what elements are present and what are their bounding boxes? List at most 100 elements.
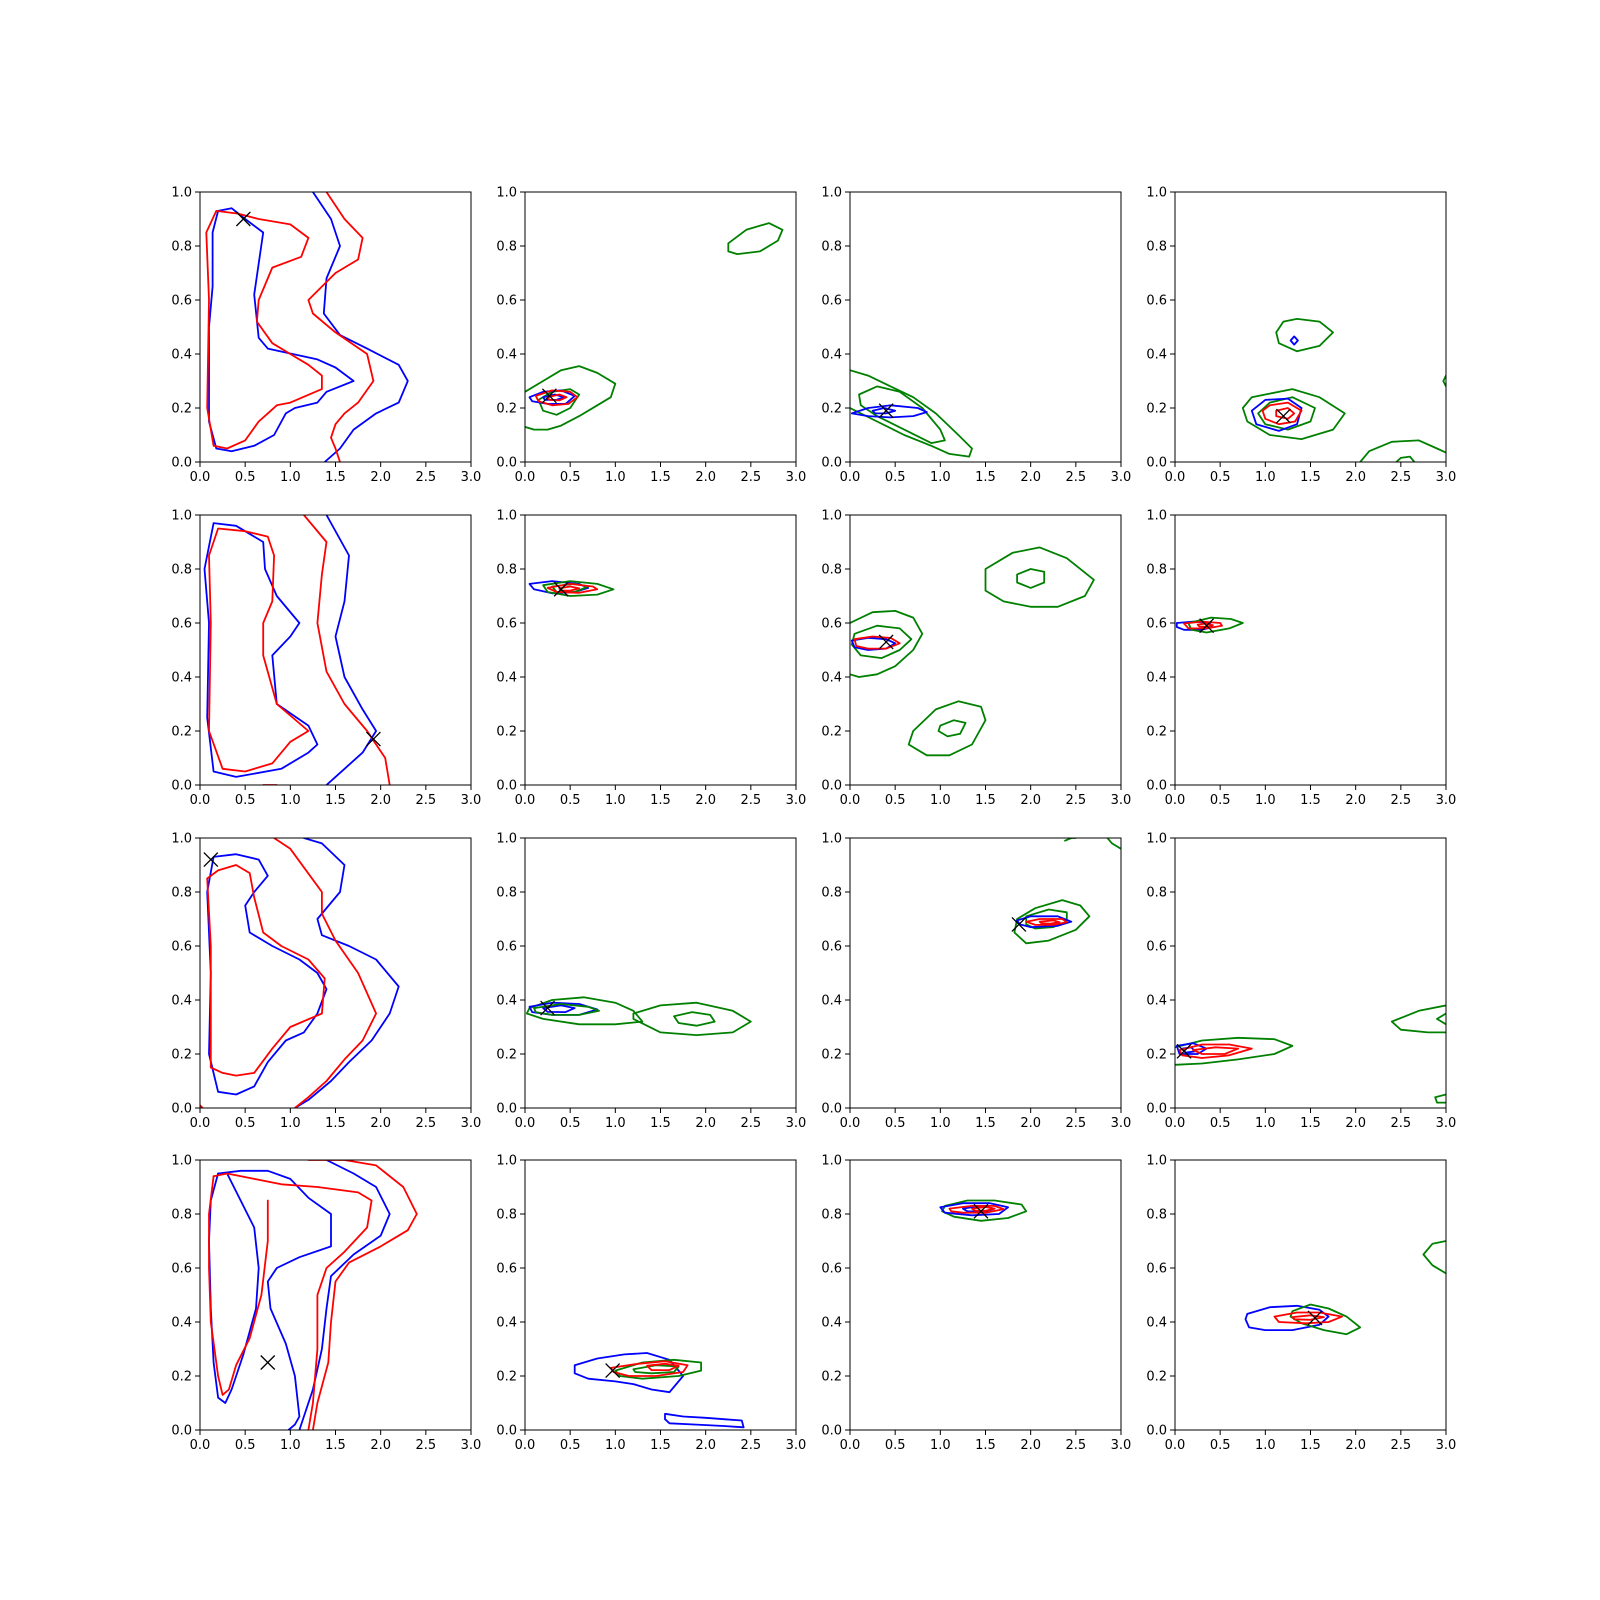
x-tick-label: 3.0 — [461, 793, 482, 808]
y-tick-label: 0.8 — [821, 1208, 842, 1223]
x-tick-label: 2.0 — [1020, 1116, 1041, 1131]
y-tick-label: 0.6 — [1146, 1262, 1167, 1277]
y-tick-label: 0.6 — [821, 617, 842, 632]
green-contour-line — [1187, 616, 1244, 634]
x-tick-label: 1.5 — [325, 1438, 346, 1453]
green-contour-line — [525, 996, 644, 1026]
y-tick-label: 0.2 — [1146, 1370, 1167, 1385]
plot-area — [525, 996, 752, 1036]
red-contour-line — [1275, 407, 1296, 420]
x-tick-label: 1.0 — [605, 1438, 626, 1453]
red-contour-line — [1192, 1046, 1240, 1055]
y-tick-label: 0.8 — [496, 563, 517, 578]
x-marker-stroke — [260, 1355, 276, 1370]
y-tick-label: 0.8 — [171, 1208, 192, 1223]
x-tick-label: 2.5 — [1390, 470, 1411, 485]
axes-frame — [199, 514, 472, 786]
blue-contour-line — [1016, 915, 1073, 928]
y-tick-label: 0.8 — [821, 886, 842, 901]
x-tick-label: 1.5 — [975, 793, 996, 808]
x-tick-label: 0.5 — [1210, 470, 1231, 485]
blue-contour-line — [298, 1160, 391, 1430]
x-tick-label: 1.0 — [930, 1116, 951, 1131]
subplot-1-2: 0.0 0.5 1.0 1.5 2.0 2.5 3.0 0.0 0.2 0.4 0.6 0.8 1.0 — [496, 186, 806, 486]
x-tick-label: 3.0 — [461, 1438, 482, 1453]
blue-contour-line — [1244, 1304, 1330, 1331]
x-tick-label: 0.0 — [1165, 470, 1186, 485]
axes-frame — [524, 837, 797, 1109]
x-marker — [365, 731, 381, 747]
green-contour-line — [1241, 388, 1346, 441]
green-contour-line — [850, 369, 973, 458]
y-tick-label: 1.0 — [171, 832, 192, 847]
red-contour-line — [206, 864, 326, 1077]
x-marker-stroke — [973, 1203, 989, 1219]
x-tick-label: 0.0 — [840, 470, 861, 485]
x-tick-label: 3.0 — [461, 470, 482, 485]
x-tick-label: 2.5 — [1390, 1116, 1411, 1131]
y-tick-label: 0.2 — [821, 402, 842, 417]
subplot-2-4: 0.0 0.5 1.0 1.5 2.0 2.5 3.0 0.0 0.2 0.4 0.6 0.8 1.0 — [1146, 509, 1456, 809]
green-contour-line — [533, 1003, 600, 1016]
y-tick-label: 0.0 — [496, 456, 517, 471]
y-tick-label: 0.0 — [821, 779, 842, 794]
subplot-4-1: 0.0 0.5 1.0 1.5 2.0 2.5 3.0 0.0 0.2 0.4 0.6 0.8 1.0 — [171, 1154, 481, 1454]
plot-area — [573, 1352, 745, 1429]
x-marker — [878, 634, 894, 650]
x-marker-stroke — [878, 403, 894, 419]
blue-contour-line — [850, 404, 928, 419]
x-tick-label: 1.0 — [1255, 470, 1276, 485]
y-tick-label: 0.0 — [496, 1102, 517, 1117]
x-tick-label: 1.5 — [325, 793, 346, 808]
x-marker — [260, 1355, 276, 1370]
x-marker — [235, 211, 251, 227]
y-tick-label: 0.6 — [496, 940, 517, 955]
red-contour-line — [1038, 919, 1061, 925]
axes-frame — [849, 514, 1122, 786]
y-tick-label: 0.8 — [496, 886, 517, 901]
x-marker-stroke — [1011, 916, 1027, 932]
y-tick-label: 0.0 — [496, 1424, 517, 1439]
y-tick-label: 0.0 — [821, 456, 842, 471]
green-contour-line — [1013, 899, 1091, 945]
green-contour-line — [907, 700, 987, 757]
y-tick-label: 0.6 — [171, 617, 192, 632]
x-tick-label: 3.0 — [786, 1438, 807, 1453]
blue-contour-line — [203, 522, 319, 778]
x-tick-label: 0.5 — [1210, 1116, 1231, 1131]
blue-contour-line — [208, 207, 355, 453]
x-tick-label: 3.0 — [1436, 1116, 1457, 1131]
x-marker-stroke — [605, 1363, 621, 1379]
y-tick-label: 0.4 — [171, 348, 192, 363]
y-tick-label: 0.6 — [496, 617, 517, 632]
axes-frame — [524, 191, 797, 463]
x-marker-stroke — [541, 388, 557, 404]
y-tick-label: 0.2 — [171, 402, 192, 417]
x-tick-label: 1.0 — [280, 470, 301, 485]
axes-frame — [849, 837, 1122, 1109]
y-tick-label: 0.4 — [171, 671, 192, 686]
x-tick-label: 2.5 — [1065, 1116, 1086, 1131]
plot-area — [850, 369, 973, 458]
x-marker-stroke — [1199, 618, 1215, 634]
x-tick-label: 0.5 — [235, 793, 256, 808]
x-tick-label: 2.0 — [370, 1438, 391, 1453]
y-tick-label: 0.8 — [171, 240, 192, 255]
y-tick-label: 0.4 — [821, 994, 842, 1009]
y-tick-label: 0.6 — [821, 940, 842, 955]
x-tick-label: 1.5 — [650, 470, 671, 485]
x-tick-label: 3.0 — [1111, 1438, 1132, 1453]
subplot-2-2: 0.0 0.5 1.0 1.5 2.0 2.5 3.0 0.0 0.2 0.4 0.6 0.8 1.0 — [496, 509, 806, 809]
x-marker — [1176, 1043, 1192, 1059]
x-tick-label: 0.5 — [885, 1438, 906, 1453]
green-contour-line — [673, 1011, 716, 1027]
y-tick-label: 0.4 — [496, 671, 517, 686]
x-tick-label: 2.5 — [1065, 1438, 1086, 1453]
y-tick-label: 0.4 — [1146, 671, 1167, 686]
x-tick-label: 0.5 — [560, 793, 581, 808]
x-tick-label: 2.0 — [1020, 470, 1041, 485]
subplot-2-3: 0.0 0.5 1.0 1.5 2.0 2.5 3.0 0.0 0.2 0.4 0.6 0.8 1.0 — [821, 509, 1131, 809]
y-tick-label: 1.0 — [821, 186, 842, 201]
blue-contour-line — [1250, 397, 1303, 432]
